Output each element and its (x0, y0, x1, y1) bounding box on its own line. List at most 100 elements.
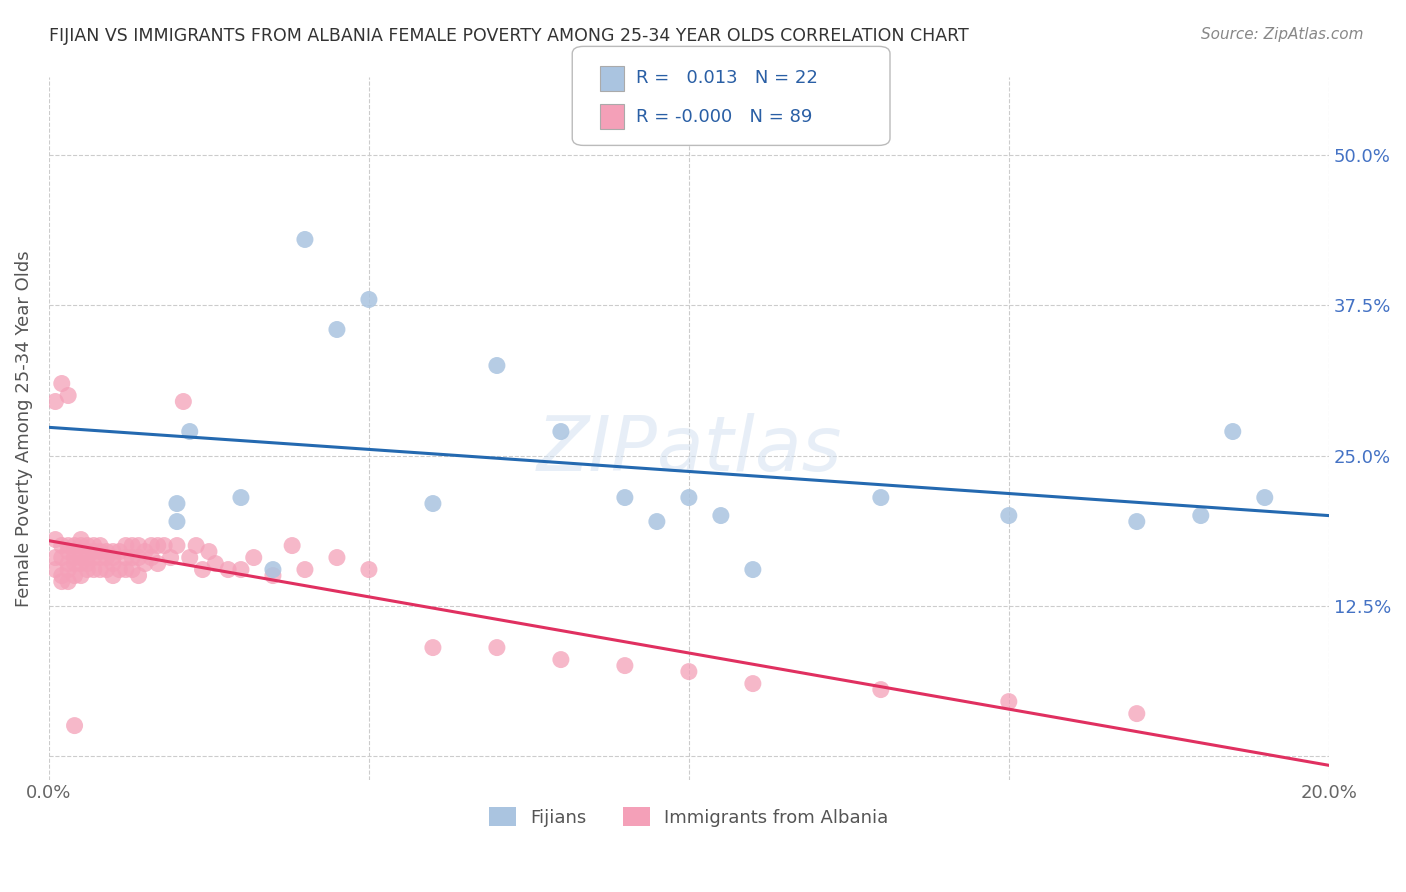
Point (56, 388, 79, 402)
Point (101, 550, 124, 565)
Point (51, 550, 73, 565)
Point (166, 539, 188, 553)
Y-axis label: Female Poverty Among 25-34 Year Olds: Female Poverty Among 25-34 Year Olds (15, 251, 32, 607)
Point (108, 544, 131, 558)
Point (63, 718, 86, 732)
Point (56, 574, 79, 589)
Point (357, 563, 380, 577)
Point (134, 544, 156, 558)
Point (613, 658, 636, 673)
Point (83, 544, 105, 558)
Point (1189, 508, 1212, 523)
Point (63, 568, 86, 582)
Point (146, 557, 169, 571)
Point (44, 550, 66, 565)
Point (51, 568, 73, 582)
Point (998, 695, 1021, 709)
Point (146, 539, 169, 553)
Point (70, 557, 93, 571)
Point (191, 563, 214, 577)
Point (96, 544, 118, 558)
Point (159, 550, 181, 565)
Point (70, 533, 93, 547)
Point (76, 550, 98, 565)
Point (44, 394, 66, 409)
Point (1126, 706, 1149, 721)
Point (51, 574, 73, 589)
Point (76, 539, 98, 553)
Point (613, 491, 636, 505)
Point (56, 544, 79, 558)
Point (166, 497, 188, 511)
Point (281, 539, 304, 553)
Point (128, 550, 150, 565)
Point (89, 563, 111, 577)
Point (422, 640, 444, 655)
Point (63, 557, 86, 571)
Point (114, 563, 136, 577)
Point (186, 539, 208, 553)
Point (96, 550, 118, 565)
Point (294, 232, 316, 246)
Point (357, 293, 380, 307)
Point (678, 665, 700, 679)
Point (114, 550, 136, 565)
Point (70, 550, 93, 565)
Point (101, 568, 124, 582)
Point (869, 682, 891, 697)
Point (550, 425, 572, 439)
Point (229, 491, 252, 505)
Point (217, 563, 239, 577)
Point (204, 557, 226, 571)
Point (83, 539, 105, 553)
Point (141, 539, 163, 553)
Point (869, 491, 891, 505)
Point (1222, 425, 1244, 439)
Point (678, 491, 700, 505)
Point (89, 550, 111, 565)
Point (128, 539, 150, 553)
Point (70, 539, 93, 553)
Point (83, 563, 105, 577)
Point (166, 515, 188, 529)
Point (70, 568, 93, 582)
Point (63, 544, 86, 558)
Point (101, 544, 124, 558)
Point (114, 539, 136, 553)
Point (83, 550, 105, 565)
Point (741, 563, 763, 577)
Point (179, 550, 201, 565)
Point (422, 497, 444, 511)
Point (153, 539, 176, 553)
Point (485, 359, 508, 373)
Point (51, 539, 73, 553)
Point (56, 539, 79, 553)
Point (63, 550, 86, 565)
Point (108, 563, 131, 577)
Point (326, 550, 349, 565)
Point (998, 508, 1021, 523)
Point (294, 563, 316, 577)
Point (76, 557, 98, 571)
Point (121, 539, 143, 553)
Text: ZIPatlas: ZIPatlas (536, 413, 842, 487)
Point (44, 533, 66, 547)
Point (1126, 515, 1149, 529)
Point (56, 563, 79, 577)
Point (645, 515, 668, 529)
Point (741, 676, 763, 690)
Point (326, 322, 349, 336)
Point (44, 563, 66, 577)
Point (242, 550, 264, 565)
Point (485, 640, 508, 655)
Point (262, 563, 284, 577)
Point (56, 557, 79, 571)
Text: R = -0.000   N = 89: R = -0.000 N = 89 (636, 108, 811, 126)
Text: R =   0.013   N = 22: R = 0.013 N = 22 (636, 70, 817, 87)
Point (141, 550, 163, 565)
Text: Source: ZipAtlas.com: Source: ZipAtlas.com (1201, 27, 1364, 42)
Text: FIJIAN VS IMMIGRANTS FROM ALBANIA FEMALE POVERTY AMONG 25-34 YEAR OLDS CORRELATI: FIJIAN VS IMMIGRANTS FROM ALBANIA FEMALE… (49, 27, 969, 45)
Point (63, 539, 86, 553)
Point (710, 508, 733, 523)
Point (121, 563, 143, 577)
